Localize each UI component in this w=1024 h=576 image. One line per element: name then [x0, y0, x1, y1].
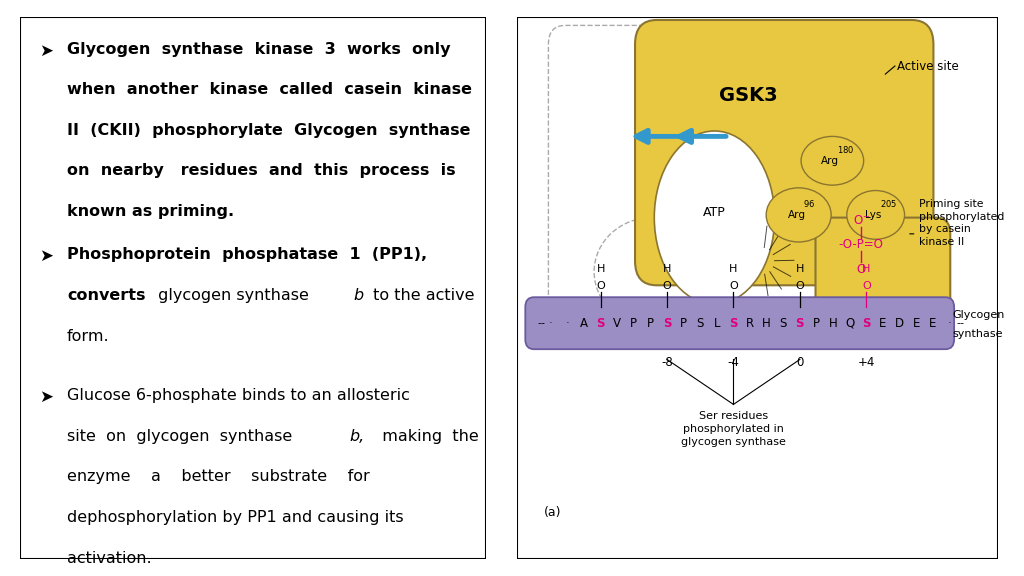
Text: H: H [796, 264, 804, 274]
Text: S: S [729, 317, 737, 329]
Text: synthase: synthase [952, 329, 1004, 339]
FancyBboxPatch shape [20, 17, 486, 559]
Text: P: P [680, 317, 687, 329]
Text: II  (CKII)  phosphorylate  Glycogen  synthase: II (CKII) phosphorylate Glycogen synthas… [68, 123, 471, 138]
Text: -O-P=O: -O-P=O [839, 238, 884, 251]
Text: Priming site
phosphorylated
by casein
kinase II: Priming site phosphorylated by casein ki… [919, 199, 1005, 247]
Text: site  on  glycogen  synthase: site on glycogen synthase [68, 429, 302, 444]
Text: Glycogen: Glycogen [952, 310, 1005, 320]
FancyBboxPatch shape [635, 20, 934, 285]
Text: Glucose 6-phosphate binds to an allosteric: Glucose 6-phosphate binds to an alloster… [68, 388, 410, 403]
Text: --: -- [956, 318, 965, 328]
Text: on  nearby   residues  and  this  process  is: on nearby residues and this process is [68, 164, 456, 179]
Text: --: -- [538, 318, 545, 328]
Text: converts: converts [68, 288, 145, 303]
Text: Glycogen  synthase  kinase  3  works  only: Glycogen synthase kinase 3 works only [68, 41, 451, 56]
Text: known as priming.: known as priming. [68, 204, 234, 219]
Text: S: S [779, 317, 787, 329]
Text: b,: b, [349, 429, 365, 444]
Text: $\mathregular{96}$: $\mathregular{96}$ [804, 199, 815, 210]
Text: S: S [596, 317, 605, 329]
Text: O: O [729, 281, 738, 291]
Text: ➤: ➤ [39, 247, 53, 266]
Text: D: D [895, 317, 904, 329]
Text: R: R [746, 317, 754, 329]
FancyBboxPatch shape [815, 218, 950, 339]
Text: S: S [663, 317, 672, 329]
Text: Q: Q [845, 317, 854, 329]
Text: $\mathregular{205}$: $\mathregular{205}$ [881, 199, 898, 210]
Text: form.: form. [68, 328, 110, 344]
Text: 0: 0 [797, 355, 804, 369]
Text: dephosphorylation by PP1 and causing its: dephosphorylation by PP1 and causing its [68, 510, 403, 525]
Text: V: V [613, 317, 622, 329]
Text: Arg: Arg [821, 156, 840, 166]
Text: Active site: Active site [897, 59, 959, 73]
Text: E: E [880, 317, 887, 329]
Text: -8: -8 [662, 355, 673, 369]
Ellipse shape [801, 137, 863, 185]
Text: enzyme    a    better    substrate    for: enzyme a better substrate for [68, 469, 370, 484]
Text: E: E [912, 317, 920, 329]
Text: H: H [828, 317, 838, 329]
Text: H: H [596, 264, 605, 274]
Text: ·: · [565, 317, 569, 329]
Text: L: L [714, 317, 720, 329]
Text: Lys: Lys [864, 210, 881, 220]
Text: S: S [696, 317, 703, 329]
Text: O: O [857, 263, 866, 275]
Text: S: S [862, 317, 870, 329]
Text: ➤: ➤ [39, 41, 53, 60]
Text: H: H [862, 264, 870, 274]
Text: O: O [796, 281, 804, 291]
Text: glycogen synthase: glycogen synthase [154, 288, 314, 303]
Text: Ser residues
phosphorylated in
glycogen synthase: Ser residues phosphorylated in glycogen … [681, 411, 785, 446]
Text: (a): (a) [544, 506, 561, 519]
Text: ·: · [549, 317, 553, 329]
Text: +4: +4 [858, 355, 874, 369]
Bar [835, 223, 931, 266]
Text: b: b [353, 288, 364, 303]
Text: S: S [796, 317, 804, 329]
Text: E: E [929, 317, 936, 329]
Text: O: O [596, 281, 605, 291]
Text: activation.: activation. [68, 551, 152, 566]
Text: P: P [631, 317, 637, 329]
Ellipse shape [766, 188, 831, 242]
Ellipse shape [654, 131, 774, 304]
Text: ATP: ATP [703, 206, 726, 219]
Text: H: H [762, 317, 771, 329]
Text: H: H [663, 264, 671, 274]
Text: P: P [647, 317, 654, 329]
Text: P: P [813, 317, 820, 329]
Text: $\mathregular{180}$: $\mathregular{180}$ [838, 145, 854, 156]
FancyBboxPatch shape [525, 297, 954, 349]
Text: GSK3: GSK3 [719, 86, 777, 105]
FancyBboxPatch shape [517, 17, 998, 559]
Ellipse shape [847, 191, 904, 239]
Text: Phosphoprotein  phosphatase  1  (PP1),: Phosphoprotein phosphatase 1 (PP1), [68, 247, 427, 263]
Text: Arg: Arg [787, 210, 806, 220]
Text: A: A [580, 317, 588, 329]
Text: making  the: making the [373, 429, 479, 444]
Text: H: H [729, 264, 737, 274]
Text: ·: · [947, 317, 951, 329]
Text: O$^{-}$: O$^{-}$ [853, 214, 870, 227]
Text: to the active: to the active [368, 288, 474, 303]
Text: O: O [862, 281, 870, 291]
Text: -4: -4 [727, 355, 739, 369]
Text: ➤: ➤ [39, 388, 53, 406]
Text: O: O [663, 281, 672, 291]
Text: when  another  kinase  called  casein  kinase: when another kinase called casein kinase [68, 82, 472, 97]
